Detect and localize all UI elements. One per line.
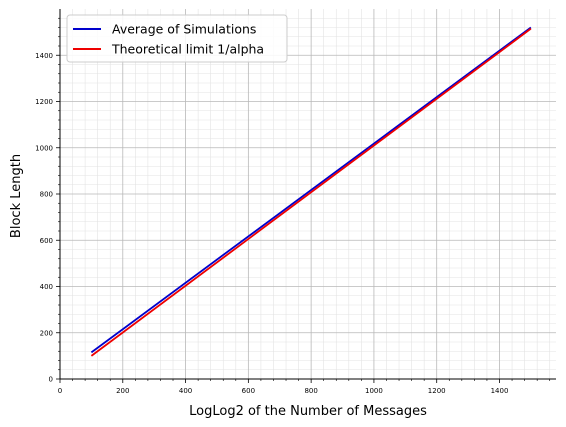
x-tick-label: 600 [242, 387, 255, 395]
y-tick-label: 200 [40, 329, 53, 337]
series-line-0 [90, 26, 532, 354]
x-tick-label: 400 [179, 387, 192, 395]
legend-box [66, 14, 288, 63]
series-layer [90, 26, 532, 357]
x-tick-label: 0 [58, 387, 62, 395]
legend: Average of Simulations Theoretical limit… [66, 14, 288, 63]
y-tick-label: 600 [40, 237, 53, 245]
series-line-1 [90, 27, 532, 357]
x-tick-label: 1400 [491, 387, 509, 395]
y-tick-label: 400 [40, 283, 53, 291]
y-tick-label: 1400 [35, 52, 53, 60]
x-tick-label: 800 [304, 387, 317, 395]
y-axis-label: Block Length [9, 154, 24, 238]
x-tick-label: 1200 [428, 387, 446, 395]
axes [56, 9, 556, 383]
x-tick-label: 200 [116, 387, 129, 395]
tick-labels: 0 200 400 600 800 1000 1200 1400 0 200 400 600 800 10… [35, 52, 508, 395]
y-tick-label: 1200 [35, 98, 53, 106]
y-tick-label: 1000 [35, 144, 53, 152]
legend-label-average: Average of Simulations [112, 22, 256, 37]
y-tick-label: 0 [49, 376, 53, 384]
legend-label-theoretical: Theoretical limit 1/alpha [111, 42, 264, 57]
x-axis-label: LogLog2 of the Number of Messages [189, 404, 427, 419]
x-tick-label: 1000 [365, 387, 383, 395]
y-tick-label: 800 [40, 191, 53, 199]
